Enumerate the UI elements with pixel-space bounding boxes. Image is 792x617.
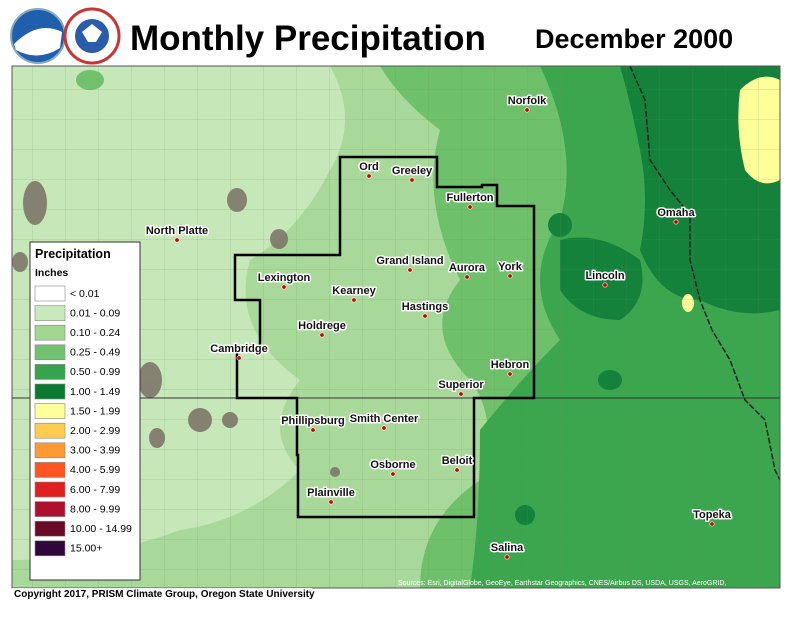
legend-swatch: [34, 520, 66, 537]
date: December 2000: [535, 24, 733, 54]
legend-label: 3.00 - 3.99: [70, 445, 120, 457]
city-dot: [464, 274, 470, 280]
city-dot: [328, 499, 334, 505]
city-dot: [507, 273, 513, 279]
city-label: Norfolk: [508, 95, 547, 107]
city-label: Lincoln: [585, 270, 624, 282]
legend-label: 0.25 - 0.49: [70, 347, 120, 359]
legend-swatch: [34, 462, 66, 478]
legend-swatch: [34, 422, 66, 439]
city-dot: [504, 554, 510, 560]
city-dot: [236, 355, 242, 361]
city-dot: [709, 521, 715, 527]
legend-swatch: [34, 305, 66, 321]
city-dot: [281, 284, 287, 290]
city-label: Grand Island: [376, 255, 443, 267]
city-label: Osborne: [370, 459, 415, 471]
legend-label: 4.00 - 5.99: [70, 464, 120, 476]
legend-swatch: [34, 383, 66, 400]
legend-label: 6.00 - 7.99: [70, 484, 120, 496]
city-label: Omaha: [657, 207, 695, 219]
city-label: Salina: [491, 542, 524, 554]
city-dot: [602, 282, 608, 288]
legend-label: < 0.01: [70, 288, 100, 300]
city-label: Topeka: [693, 509, 732, 521]
city-label: Lexington: [258, 272, 311, 284]
city-dot: [454, 467, 460, 473]
legend-swatch: [34, 501, 66, 517]
city-label: Cambridge: [210, 343, 267, 355]
legend-label: 15.00+: [70, 543, 102, 555]
city-label: Fullerton: [446, 192, 493, 204]
city-label: Greeley: [392, 165, 433, 177]
legend-swatch: [34, 481, 66, 498]
legend-swatch: [34, 364, 66, 380]
legend-label: 1.00 - 1.49: [70, 386, 120, 398]
city-dot: [381, 425, 387, 431]
city-dot: [422, 313, 428, 319]
legend-swatch: [34, 285, 66, 302]
city-dot: [351, 297, 357, 303]
copyright: Copyright 2017, PRISM Climate Group, Ore…: [14, 589, 315, 600]
city-label: Hastings: [402, 301, 448, 313]
legend-label: 2.00 - 2.99: [70, 425, 120, 437]
legend-swatch: [34, 324, 66, 341]
city-dot: [319, 332, 325, 338]
city-dot: [310, 427, 316, 433]
city-label: Beloit: [442, 455, 473, 467]
legend-label: 8.00 - 9.99: [70, 503, 120, 515]
map-frame: [11, 65, 781, 589]
cities: Norfolk Ord Greeley Fullerton North Platte Om…: [144, 94, 733, 560]
legend-label: 0.10 - 0.24: [70, 327, 120, 339]
title: Monthly Precipitation: [130, 19, 486, 58]
city-dot: [390, 471, 396, 477]
legend-title: Precipitation: [35, 247, 111, 261]
legend-label: 10.00 - 14.99: [70, 523, 132, 535]
city-label: North Platte: [146, 225, 208, 237]
city-dot: [673, 219, 679, 225]
city-dot: [507, 371, 513, 377]
legend-label: 1.50 - 1.99: [70, 405, 120, 417]
city-dot: [174, 237, 180, 243]
city-label: Aurora: [449, 262, 486, 274]
city-dot: [524, 107, 530, 113]
city-label: Superior: [438, 379, 484, 391]
sources: Sources: Esri, DigitalGlobe, GeoEye, Ear…: [398, 580, 726, 587]
city-dot: [366, 173, 372, 179]
city-label: Kearney: [332, 285, 376, 297]
city-label: Plainville: [307, 487, 355, 499]
legend-label: 0.01 - 0.09: [70, 307, 120, 319]
city-label: Smith Center: [350, 413, 419, 425]
legend: Precipitation Inches < 0.01 0.01 - 0.09 0.…: [29, 241, 141, 581]
legend-label: 0.50 - 0.99: [70, 366, 120, 378]
legend-swatch: [34, 442, 66, 459]
city-dot: [407, 267, 413, 273]
city-dot: [467, 204, 473, 210]
legend-swatch: [34, 344, 66, 361]
city-label: Phillipsburg: [281, 415, 345, 427]
city-dot: [409, 177, 415, 183]
sources: IGN, and the GIS User Community: [398, 589, 506, 596]
legend-swatch: [34, 403, 66, 419]
city-dot: [458, 391, 464, 397]
city-label: Holdrege: [298, 320, 346, 332]
logos: [10, 7, 121, 65]
legend-swatch: [34, 540, 66, 557]
city-label: York: [498, 261, 523, 273]
legend-units: Inches: [35, 267, 68, 279]
city-label: Ord: [359, 161, 379, 173]
city-label: Hebron: [491, 359, 530, 371]
